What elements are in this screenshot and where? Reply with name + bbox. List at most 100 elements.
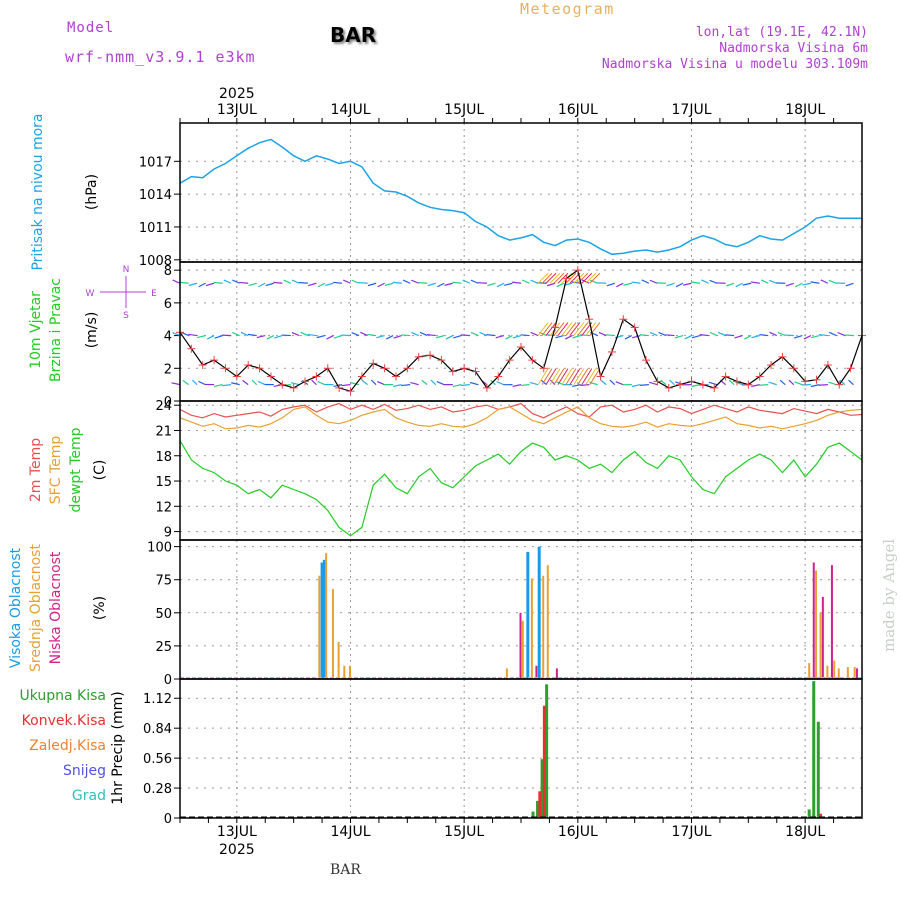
wind-arrow — [291, 331, 300, 337]
wind-arrow — [179, 281, 189, 284]
wind-arrow — [307, 333, 317, 337]
temp-line-0 — [179, 402, 863, 419]
precip-bar — [812, 681, 816, 818]
y-tick-label: 0 — [164, 673, 172, 688]
wind-arrow — [343, 279, 351, 284]
cloud-bar — [555, 668, 558, 679]
wind-arrow — [333, 335, 343, 339]
compass-w: W — [86, 289, 95, 299]
wind-arrow — [708, 381, 718, 386]
wind-arrow — [435, 335, 445, 339]
wind-arrow — [191, 379, 198, 386]
wind-arrow — [360, 331, 368, 337]
wind-arrow — [623, 282, 632, 286]
wind-arrow — [411, 279, 419, 284]
wind-arrow — [222, 384, 232, 387]
wind-arrow — [367, 282, 377, 287]
x-tick-label-top: 15JUL — [444, 102, 484, 118]
wind-arrow — [367, 333, 377, 337]
wind-arrow — [556, 282, 564, 288]
y-tick-label: 1008 — [139, 254, 172, 269]
wind-arrow — [384, 282, 394, 287]
y-tick-label: 0.84 — [143, 722, 172, 737]
model-name: wrf-nmm_v3.9.1 e3km — [65, 48, 256, 66]
pressure-line — [179, 138, 862, 256]
y-tick-label: 0 — [164, 812, 172, 827]
wind-arrow — [581, 279, 590, 284]
wind-arrow — [198, 380, 206, 386]
cloud-bar — [830, 565, 833, 679]
wind-arrow — [444, 282, 453, 286]
cloud-bar — [826, 665, 829, 679]
wind-arrow — [606, 282, 615, 287]
wind-arrow — [545, 322, 557, 336]
wind-arrow — [581, 272, 593, 284]
precip-bar — [807, 809, 811, 818]
x-tick-label-top: 18JUL — [785, 102, 825, 118]
cloud-bar — [526, 551, 530, 679]
wind-arrow — [496, 381, 505, 386]
wind-arrow — [709, 331, 718, 337]
y-tick-label: 4 — [164, 330, 172, 345]
wind-arrow — [546, 282, 556, 287]
cloud-bar — [821, 596, 824, 679]
wind-arrow — [675, 282, 684, 288]
y-tick-label: 0.28 — [143, 782, 172, 797]
wind-arrow — [803, 335, 812, 340]
wind-arrow — [564, 335, 573, 340]
wind-arrow — [325, 282, 334, 287]
wind-arrow — [665, 334, 675, 337]
wind-arrow — [251, 379, 258, 386]
wind-arrow — [632, 335, 641, 339]
wind-arrow — [605, 334, 615, 337]
wind-arrow — [735, 282, 743, 288]
wind-arrow — [370, 379, 377, 386]
wind-arrow — [768, 279, 777, 284]
wind-arrow — [794, 381, 803, 386]
wind-arrow — [452, 281, 462, 284]
wind-arrow — [486, 334, 496, 337]
x-tick-label-bottom: 18JUL — [785, 824, 825, 840]
wind-arrow — [553, 322, 565, 336]
x-tick-label-bottom: 17JUL — [672, 824, 712, 840]
wind-arrow — [769, 331, 777, 337]
wind-arrow — [669, 379, 675, 386]
wind-arrow — [419, 331, 428, 337]
cloud-axis-title-3: Niska Oblacnost — [48, 551, 64, 664]
cloud-bar — [331, 588, 334, 679]
cloud-bar — [325, 553, 328, 679]
wind-arrow — [437, 282, 445, 288]
compass-e: E — [151, 289, 157, 299]
wind-arrow — [589, 368, 601, 385]
precip-bar — [531, 811, 535, 818]
wind-arrow — [520, 384, 530, 387]
wind-arrow — [411, 331, 419, 337]
x-tick-label-bottom: 16JUL — [558, 824, 598, 840]
precip-bar — [540, 759, 544, 818]
cloud-bar — [837, 668, 840, 679]
wind-arrow — [818, 384, 828, 386]
cloud-bar — [519, 612, 522, 679]
wind-arrow — [188, 333, 198, 337]
wind-arrow — [460, 334, 470, 337]
wind-arrow — [810, 281, 820, 284]
wind-arrow — [197, 335, 206, 339]
cloud-axis-title-1: Visoka Oblacnost — [8, 547, 24, 668]
wind-arrow — [350, 382, 360, 386]
wind-arrow — [512, 281, 522, 284]
wind-arrow — [462, 279, 471, 284]
y-tick-label: 50 — [155, 607, 172, 622]
precip-legend-item: Grad — [72, 788, 106, 804]
wind-arrow — [572, 384, 581, 388]
cloud-bar — [530, 578, 533, 679]
wind-arrow — [351, 279, 360, 284]
wind-arrow — [561, 322, 573, 336]
wind-arrow — [274, 335, 283, 339]
wind-arrow — [759, 384, 769, 386]
y-tick-label: 8 — [164, 264, 172, 279]
y-tick-label: 15 — [155, 475, 172, 490]
precip-bar — [816, 721, 820, 818]
wind-arrow — [317, 282, 326, 288]
cloud-bar — [808, 663, 811, 679]
